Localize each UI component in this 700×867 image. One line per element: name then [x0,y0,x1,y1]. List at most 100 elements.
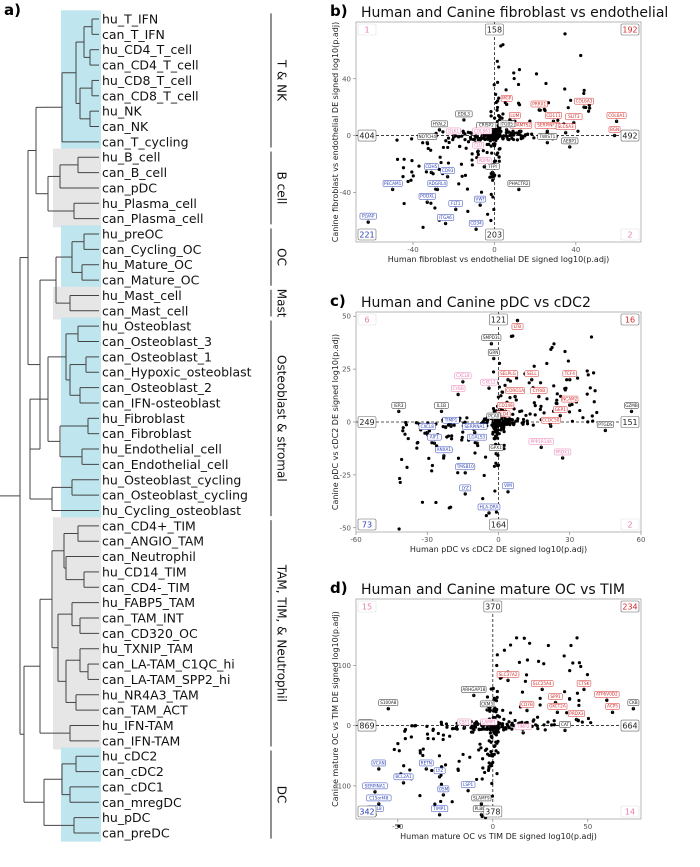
data-point [465,416,469,420]
data-point [454,725,459,729]
cluster-label: DC [275,786,289,804]
gene-label: LGALS3 [469,435,485,440]
gene-label-box [468,219,484,227]
data-point [402,764,406,768]
data-point [439,160,443,165]
quadrant-count-box [357,600,377,613]
data-point [562,654,566,658]
data-point [492,83,496,87]
gene-point [504,102,509,107]
data-point [421,753,425,758]
data-point [569,98,573,102]
data-point [473,721,477,725]
gene-label-box [553,406,568,413]
gene-label: COL6A3 [576,99,593,104]
gene-label-box [455,110,473,118]
data-point [475,777,479,782]
gene-label: SMPD3L [483,335,501,340]
data-point [481,497,485,501]
quadrant-count: 234 [622,602,637,611]
data-point [490,781,494,786]
quadrant-count: 73 [362,520,372,529]
data-point [577,698,581,703]
gene-label: CD93 [442,168,454,173]
data-point [426,146,430,151]
data-point [463,420,467,424]
data-point [439,722,444,726]
gene-label-box [498,120,516,128]
data-point [568,697,572,701]
gene-label: SERPINA1 [365,783,386,788]
data-point [494,510,499,514]
quadrant-count: 158 [487,25,502,34]
data-point [425,732,430,736]
data-point [492,731,497,735]
gene-label-box [437,785,450,793]
data-point [545,361,549,366]
quadrant-count-box [357,129,377,142]
data-point [456,767,460,771]
data-point [444,425,448,430]
gene-label: CYBB [453,386,464,391]
data-point [491,432,495,436]
data-point [508,379,513,383]
dendrogram-leaf-label: can_Neutrophil [102,549,196,564]
data-point [531,719,535,723]
data-point [398,480,402,485]
data-point [580,720,584,724]
gene-label: ANXA1 [437,447,452,452]
data-point [447,140,451,145]
dendrogram-leaf-label: can_TAM_ACT [102,703,188,718]
gene-label-box [561,395,579,403]
data-point [496,428,500,432]
x-tick-label: 30 [565,536,574,544]
gene-label-box [524,370,539,377]
gene-label: COL6A1 [608,113,625,118]
dendrogram-leaf-label: hu_Osteoblast [102,319,191,334]
gene-label-box [471,794,492,802]
data-point [492,709,496,713]
gene-label-box [457,718,472,726]
gene-label: PRDX3 [569,711,584,716]
y-tick-label: 0 [347,132,351,140]
gene-label-box [554,448,572,456]
data-point [502,717,506,721]
y-tick-label: 0 [347,722,351,730]
data-point [504,130,508,135]
gene-label: NOTCH4 [419,134,437,139]
gene-label-box [391,402,406,409]
data-point [489,110,493,114]
gene-label: HYAL2 [433,121,447,126]
data-point [525,419,529,423]
data-point [397,527,401,531]
data-point [495,707,499,712]
data-point [402,201,406,206]
gene-label-box [502,482,514,490]
data-point [402,157,406,161]
data-point [461,752,465,757]
dendrogram-leaf-label: can_T_cycling [102,134,189,149]
data-point [489,114,493,118]
data-point [414,421,418,425]
gene-label-box [427,433,442,441]
data-point [493,92,498,96]
data-point [429,201,433,205]
quadrant-count: 664 [622,721,637,730]
data-point [489,734,493,739]
gene-label-box [486,412,501,420]
gene-label: AEBP1 [563,138,577,143]
dendrogram-leaf-label: can_TAM_INT [102,610,184,625]
gene-label-box [624,402,639,409]
gene-label-box [480,718,498,726]
data-point [439,782,444,786]
data-point [576,376,580,380]
gene-label: IER3 [394,403,404,408]
data-point [441,130,445,134]
data-point [401,426,405,430]
dendrogram-leaf-label: can_LA-TAM_SPP2_hi [102,672,230,687]
data-point [401,429,405,433]
data-point [532,136,536,140]
gene-label: CXCL8 [456,373,470,378]
data-point [495,728,500,732]
data-point [499,394,503,398]
